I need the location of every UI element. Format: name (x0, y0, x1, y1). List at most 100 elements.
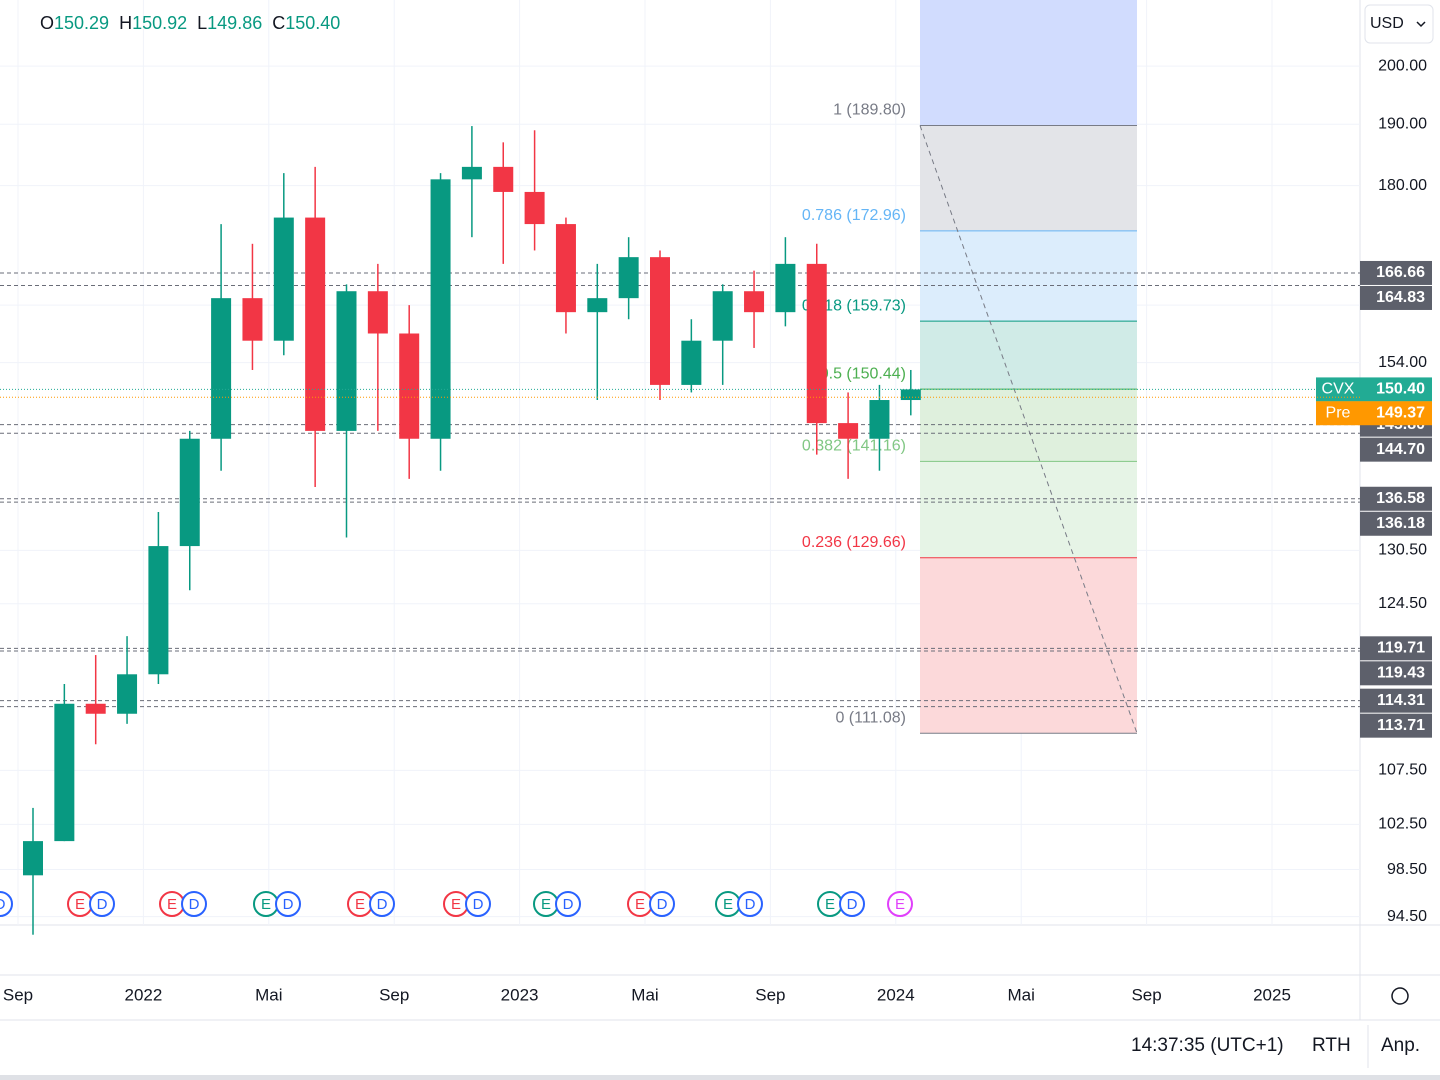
event-label: E (635, 896, 645, 913)
last-tag-name: Pre (1326, 404, 1351, 421)
ohlc-header: O150.29 H150.92 L149.86 C150.40 (40, 13, 340, 33)
candle-body (367, 291, 388, 334)
price-tag-label: 113.71 (1377, 717, 1425, 734)
y-tick-label: 98.50 (1387, 861, 1427, 878)
currency[interactable]: USD (1370, 15, 1404, 32)
event-icon (465, 891, 491, 917)
ohlc-key: C (272, 13, 285, 33)
event-label: E (167, 896, 177, 913)
candle-body (54, 703, 75, 842)
candle-body (461, 166, 482, 180)
price-tag (1360, 285, 1432, 310)
candle-body (712, 291, 733, 341)
ohlc-key: L (197, 13, 207, 33)
session[interactable]: RTH (1312, 1035, 1351, 1056)
fib-band (920, 461, 1137, 558)
event-label: D (745, 896, 756, 913)
candle-body (681, 340, 702, 385)
fib-label: 0.618 (159.73) (802, 297, 906, 314)
x-tick-label: 2024 (877, 985, 915, 1004)
adjust[interactable]: Anp. (1381, 1035, 1420, 1056)
price-tag (1360, 511, 1432, 536)
event-label: E (723, 896, 733, 913)
price-tag-label: 119.43 (1377, 665, 1425, 682)
candle-body (555, 224, 576, 313)
dropdown-icon (1416, 21, 1426, 28)
candle-body (618, 257, 639, 299)
fib-label: 0 (111.08) (835, 709, 906, 726)
candle-body (650, 257, 670, 385)
event-icon (369, 891, 395, 917)
fib-label: 0.236 (129.66) (802, 534, 906, 551)
settings-icon[interactable] (1391, 987, 1409, 1005)
ohlc-value: 149.86 (207, 13, 262, 33)
event-icon (555, 891, 581, 917)
x-tick-label: Mai (1007, 985, 1034, 1004)
event-icon (0, 891, 13, 917)
price-tag (1360, 661, 1432, 686)
candle-body (838, 423, 859, 439)
event-label: E (355, 896, 365, 913)
last-tag-value: 150.40 (1376, 381, 1425, 398)
ohlc-key: O (40, 13, 54, 33)
candle-body (179, 438, 200, 547)
event-label: E (75, 896, 85, 913)
event-label: E (541, 896, 551, 913)
event-label: E (451, 896, 461, 913)
price-tag (1360, 636, 1432, 661)
fib-band (920, 321, 1137, 390)
candle-body (900, 389, 921, 401)
candle-body (273, 217, 294, 341)
clock[interactable]: 14:37:35 (UTC+1) (1131, 1035, 1284, 1056)
fib-band (920, 389, 1137, 462)
event-label: D (283, 896, 294, 913)
candle-body (148, 546, 169, 675)
y-tick-label: 130.50 (1378, 542, 1427, 559)
event-label: D (189, 896, 200, 913)
price-tag-label: 114.31 (1377, 692, 1425, 709)
event-label: D (0, 896, 6, 913)
fib-band (920, 125, 1137, 231)
candle-body (493, 166, 514, 192)
candle-body (305, 217, 326, 431)
y-tick-label: 102.50 (1378, 816, 1427, 833)
last-tag-name: CVX (1322, 381, 1355, 398)
y-tick-label: 124.50 (1378, 595, 1427, 612)
event-icon (89, 891, 115, 917)
y-tick-label: 154.00 (1378, 354, 1427, 371)
y-tick-label: 190.00 (1378, 116, 1427, 133)
event-label: D (97, 896, 108, 913)
candle-body (242, 298, 263, 341)
fib-label: 1 (189.80) (833, 102, 906, 119)
candle-body (806, 263, 827, 424)
fib-label: 0.382 (141.16) (802, 438, 906, 455)
ohlc-value: 150.40 (285, 13, 340, 33)
candle-body (336, 291, 357, 431)
candle-body (430, 179, 451, 439)
price-tag (1360, 486, 1432, 511)
fib-label: 0.5 (150.44) (820, 365, 906, 382)
price-tag (1360, 260, 1432, 285)
event-icon (275, 891, 301, 917)
fib-band (920, 230, 1137, 322)
x-tick-label: Sep (1131, 985, 1161, 1004)
ohlc-value: 150.29 (54, 13, 109, 33)
x-tick-label: Mai (631, 985, 658, 1004)
event-icon (737, 891, 763, 917)
last-tag (1316, 401, 1432, 426)
currency-button[interactable] (1364, 4, 1434, 44)
event-label: D (657, 896, 668, 913)
candle-body (117, 674, 138, 714)
candle-body (23, 841, 43, 876)
price-tag-label: 164.83 (1376, 289, 1425, 306)
candle-body (869, 400, 890, 439)
y-tick-label: 180.00 (1378, 177, 1427, 194)
candle-body (744, 291, 765, 313)
event-label: D (377, 896, 388, 913)
event-label: D (847, 896, 858, 913)
x-tick-label: 2025 (1253, 985, 1291, 1004)
candle-body (587, 298, 608, 313)
